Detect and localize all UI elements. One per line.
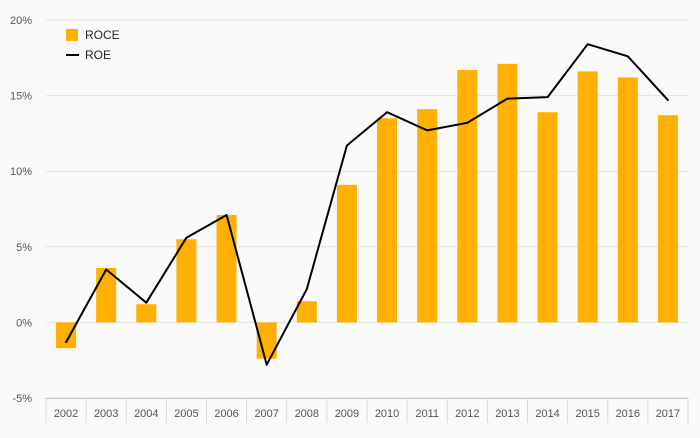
bar-roce — [417, 109, 437, 322]
bar-roce — [538, 112, 558, 322]
x-tick-label: 2008 — [295, 408, 319, 420]
x-tick-label: 2013 — [495, 408, 519, 420]
bar-roce — [337, 185, 357, 323]
y-tick-label: -5% — [12, 393, 32, 405]
x-tick-label: 2009 — [335, 408, 359, 420]
bar-roce — [217, 215, 237, 322]
bar-roce — [136, 304, 156, 322]
y-tick-label: 0% — [16, 317, 32, 329]
bar-roce — [56, 322, 76, 348]
x-tick-label: 2010 — [375, 408, 399, 420]
x-tick-label: 2003 — [94, 408, 118, 420]
x-tick-label: 2002 — [54, 408, 78, 420]
x-tick-label: 2006 — [214, 408, 238, 420]
x-tick-label: 2012 — [455, 408, 479, 420]
x-tick-label: 2011 — [415, 408, 439, 420]
bar-roce — [457, 70, 477, 323]
x-tick-label: 2007 — [254, 408, 278, 420]
bar-roce — [578, 71, 598, 322]
x-tick-label: 2004 — [134, 408, 158, 420]
line-roe — [66, 44, 668, 365]
bar-roce — [658, 115, 678, 322]
y-tick-label: 20% — [10, 15, 32, 27]
x-tick-label: 2005 — [174, 408, 198, 420]
legend-swatch-roce — [66, 29, 78, 41]
bars-layer — [56, 64, 678, 359]
y-tick-label: 10% — [10, 166, 32, 178]
bar-roce — [618, 77, 638, 322]
bar-roce — [176, 239, 196, 322]
bar-roce — [377, 118, 397, 322]
x-tick-label: 2016 — [616, 408, 640, 420]
legend-label-roe: ROE — [85, 48, 111, 62]
y-tick-label: 5% — [16, 242, 32, 254]
x-tick-label: 2017 — [656, 408, 680, 420]
x-tick-label: 2014 — [535, 408, 559, 420]
y-tick-label: 15% — [10, 91, 32, 103]
legend: ROCE ROE — [66, 28, 120, 62]
line-layer — [66, 44, 668, 365]
x-tick-label: 2015 — [575, 408, 599, 420]
legend-label-roce: ROCE — [85, 28, 120, 42]
